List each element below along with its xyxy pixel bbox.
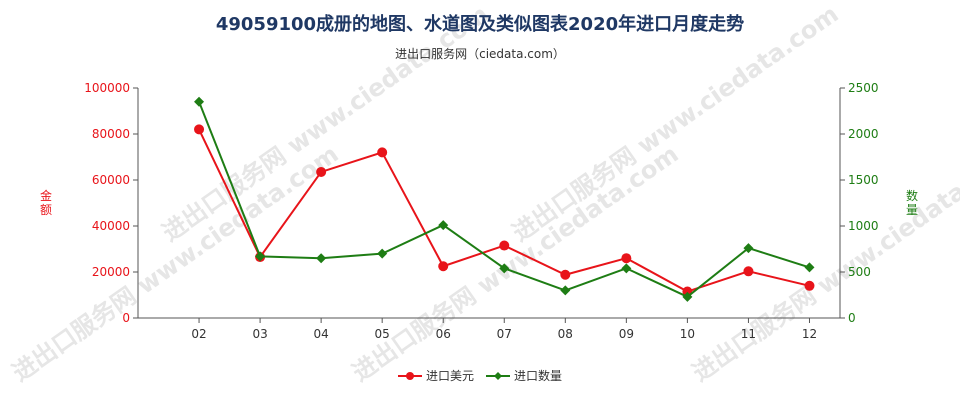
x-tick-label: 11 bbox=[741, 327, 756, 341]
left-y-tick-label: 60000 bbox=[92, 173, 130, 187]
legend: 进口美元 进口数量 bbox=[398, 368, 562, 383]
series-point-0 bbox=[743, 266, 754, 277]
legend-label-0: 进口美元 bbox=[426, 369, 474, 383]
series-point-1 bbox=[438, 220, 449, 231]
series-point-0 bbox=[194, 124, 205, 135]
left-y-tick-label: 100000 bbox=[84, 81, 130, 95]
left-y-tick-label: 0 bbox=[122, 311, 130, 325]
series-point-1 bbox=[682, 291, 693, 302]
series-point-1 bbox=[316, 253, 327, 264]
right-y-tick-label: 1500 bbox=[848, 173, 879, 187]
chart-title: 49059100成册的地图、水道图及类似图表2020年进口月度走势 bbox=[216, 13, 744, 35]
right-y-tick-label: 500 bbox=[848, 265, 871, 279]
series-point-1 bbox=[804, 262, 815, 273]
x-tick-label: 06 bbox=[436, 327, 451, 341]
series-point-0 bbox=[316, 166, 327, 177]
right-y-tick-label: 1000 bbox=[848, 219, 879, 233]
right-y-tick-label: 2000 bbox=[848, 127, 879, 141]
x-tick-label: 03 bbox=[252, 327, 267, 341]
series-point-0 bbox=[621, 253, 632, 264]
x-tick-label: 05 bbox=[375, 327, 390, 341]
series-point-0 bbox=[499, 240, 510, 251]
left-y-tick-label: 40000 bbox=[92, 219, 130, 233]
left-y-tick-label: 80000 bbox=[92, 127, 130, 141]
legend-swatch-marker-1 bbox=[494, 372, 502, 380]
series-point-1 bbox=[560, 285, 571, 296]
chart-subtitle: 进出口服务网（ciedata.com） bbox=[395, 46, 565, 61]
legend-swatch-marker-0 bbox=[406, 372, 414, 380]
watermark-text: 进出口服务网 www.ciedata.com bbox=[507, 0, 843, 247]
series-point-0 bbox=[438, 261, 449, 272]
series-point-1 bbox=[377, 248, 388, 259]
right-y-axis-title: 数量 bbox=[906, 188, 918, 217]
x-tick-label: 04 bbox=[313, 327, 328, 341]
axes-layer: 0 20000 40000 60000 80000 100000 0 500 1000 1500 2… bbox=[40, 81, 918, 341]
series-point-1 bbox=[255, 251, 266, 262]
x-tick-label: 07 bbox=[497, 327, 512, 341]
series-point-1 bbox=[621, 263, 632, 274]
x-tick-label: 10 bbox=[680, 327, 695, 341]
series-point-1 bbox=[499, 263, 510, 274]
legend-label-1: 进口数量 bbox=[514, 368, 562, 383]
left-y-tick-label: 20000 bbox=[92, 265, 130, 279]
series-point-0 bbox=[804, 280, 815, 291]
series-point-1 bbox=[194, 96, 205, 107]
x-tick-label: 12 bbox=[802, 327, 817, 341]
left-y-axis-title: 金额 bbox=[40, 188, 52, 217]
right-y-tick-label: 0 bbox=[848, 311, 856, 325]
x-tick-label: 09 bbox=[619, 327, 634, 341]
series-point-0 bbox=[377, 147, 388, 158]
watermark-text: 进出口服务网 www.ciedata.com bbox=[347, 140, 683, 387]
x-tick-label: 02 bbox=[191, 327, 206, 341]
series-point-1 bbox=[743, 243, 754, 254]
x-tick-label: 08 bbox=[558, 327, 573, 341]
series-layer bbox=[194, 96, 815, 302]
right-y-tick-label: 2500 bbox=[848, 81, 879, 95]
watermark-text: 进出口服务网 www.ciedata.com bbox=[7, 140, 343, 387]
series-point-0 bbox=[560, 269, 571, 280]
